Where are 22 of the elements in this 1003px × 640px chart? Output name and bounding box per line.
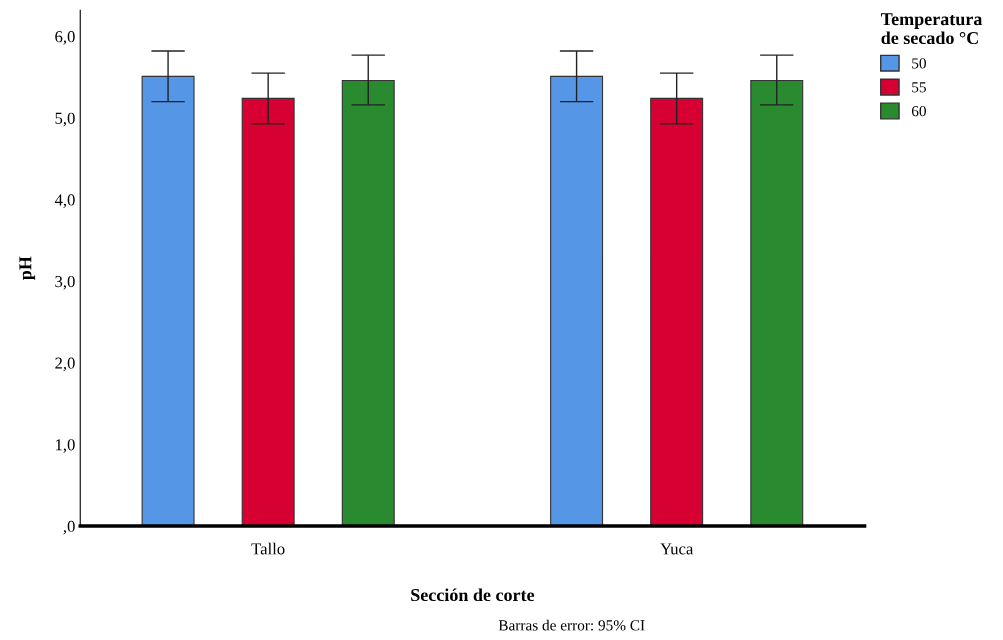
legend-label: 55	[912, 82, 926, 93]
y-tick-label: 6,0	[55, 31, 75, 45]
legend-label: 50	[912, 58, 926, 69]
bar	[650, 97, 704, 527]
legend-label: 60	[911, 105, 926, 117]
legend-title: Temperatura de secado °C	[881, 13, 983, 45]
bar	[141, 75, 195, 527]
y-tick-label: 2,0	[55, 357, 75, 372]
bar	[241, 97, 295, 527]
y-tick-label: 1,0	[56, 439, 75, 453]
y-tick-label: 5,0	[55, 112, 75, 127]
y-tick-label: 3,0	[55, 275, 75, 290]
x-tick-label: Yuca	[660, 543, 694, 555]
bar	[341, 79, 395, 527]
bar	[550, 75, 604, 527]
x-tick-label: Tallo	[251, 542, 285, 555]
text: Barras de error: 95% CI	[498, 619, 645, 631]
y-tick-label: ,0	[63, 520, 75, 535]
bar	[750, 79, 804, 527]
y-axis-title: pH	[19, 256, 36, 280]
x-axis-title: Sección de corte	[411, 588, 535, 602]
y-tick-label: 4,0	[54, 194, 75, 208]
